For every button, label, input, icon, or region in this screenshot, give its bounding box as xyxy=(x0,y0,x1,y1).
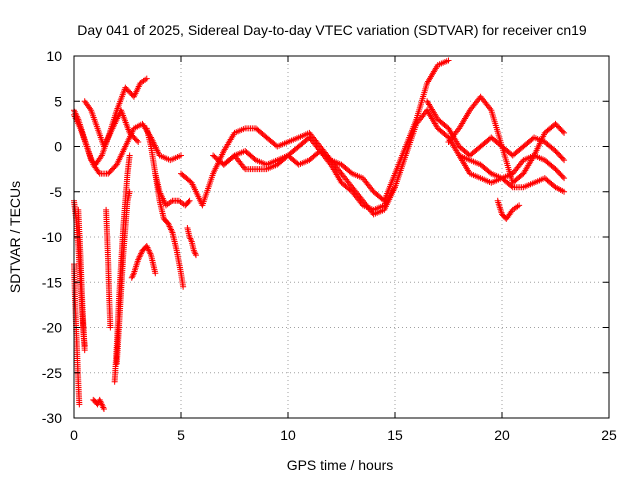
data-point xyxy=(126,188,133,195)
data-point xyxy=(100,405,107,412)
data-point xyxy=(81,347,88,354)
x-axis-label: GPS time / hours xyxy=(287,457,394,473)
series-trace-18 xyxy=(75,206,88,354)
data-point xyxy=(347,169,354,176)
y-tick-label: 5 xyxy=(54,93,62,109)
series-trace-5 xyxy=(152,170,193,209)
data-point xyxy=(551,183,558,190)
data-point xyxy=(107,324,114,331)
data-point xyxy=(516,202,523,209)
data-point xyxy=(126,152,133,159)
series-trace-6 xyxy=(184,224,199,259)
data-point xyxy=(561,157,568,164)
data-point xyxy=(559,173,566,180)
y-tick-label: -15 xyxy=(42,274,62,290)
y-tick-label: -25 xyxy=(42,365,62,381)
y-tick-label: -30 xyxy=(42,410,62,426)
series-trace-3 xyxy=(81,98,142,150)
grid xyxy=(74,56,609,418)
data-point xyxy=(561,188,568,195)
y-tick-label: -5 xyxy=(50,184,63,200)
data-point xyxy=(143,75,150,82)
data-point xyxy=(508,183,515,190)
data-point xyxy=(561,129,568,136)
x-tick-label: 5 xyxy=(177,427,185,443)
data-point xyxy=(185,198,192,205)
data-point xyxy=(186,197,193,204)
data-point xyxy=(559,128,566,135)
data-point xyxy=(180,283,187,290)
data-point xyxy=(486,169,493,176)
series-trace-1 xyxy=(71,111,184,177)
data-point xyxy=(178,152,184,159)
axes: 0 5 10 15 20 25 -30 -25 -20 -15 -10 -5 0 5 10 xyxy=(42,48,617,443)
y-axis-label: SDTVAR / TECUs xyxy=(7,181,23,293)
data-point xyxy=(445,57,452,64)
series-trace-10 xyxy=(220,148,398,213)
x-tick-label: 10 xyxy=(280,427,296,443)
series-trace-14 xyxy=(456,152,568,195)
chart-title: Day 041 of 2025, Sidereal Day-to-day VTE… xyxy=(77,22,587,38)
x-tick-label: 15 xyxy=(387,427,403,443)
series-trace-20 xyxy=(103,206,114,331)
x-tick-label: 25 xyxy=(601,427,617,443)
series-trace-7 xyxy=(128,243,159,281)
y-tick-label: 10 xyxy=(46,48,62,64)
data-point xyxy=(135,138,142,145)
data-point xyxy=(559,155,566,162)
series-trace-15 xyxy=(494,197,523,222)
series-trace-2 xyxy=(71,75,150,168)
data-point xyxy=(152,270,159,277)
y-tick-label: 0 xyxy=(54,139,62,155)
series-trace-22 xyxy=(113,188,133,367)
data-point xyxy=(192,252,199,259)
data-point xyxy=(191,249,198,256)
x-tick-label: 20 xyxy=(494,427,510,443)
data-point xyxy=(561,175,568,182)
series-trace-13 xyxy=(445,93,568,186)
y-tick-label: -10 xyxy=(42,229,62,245)
y-tick-label: -20 xyxy=(42,320,62,336)
series-trace-19 xyxy=(90,396,107,412)
data-point xyxy=(392,184,398,191)
data-point xyxy=(133,137,140,144)
data-points xyxy=(71,57,568,412)
data-point xyxy=(251,155,258,162)
data-point xyxy=(76,401,83,408)
x-tick-label: 0 xyxy=(70,427,78,443)
series-trace-4 xyxy=(143,125,187,290)
data-point xyxy=(347,187,354,194)
